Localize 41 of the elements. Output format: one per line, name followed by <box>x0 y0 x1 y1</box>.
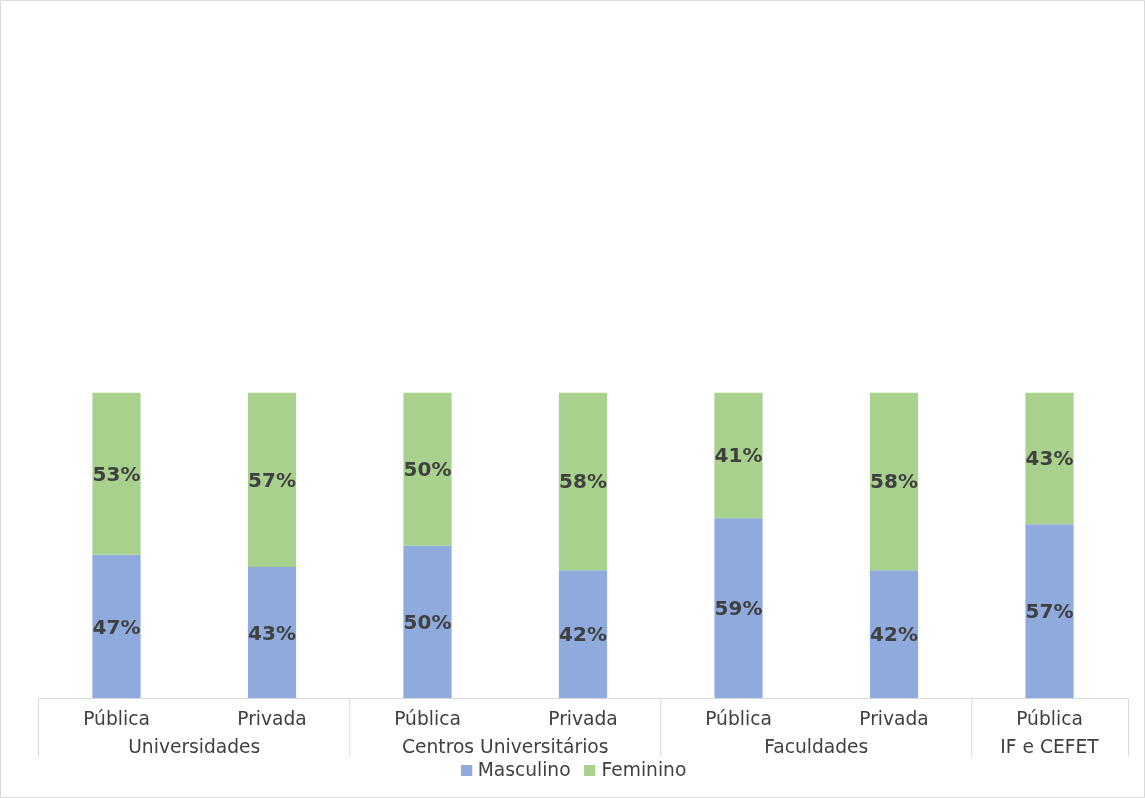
bar <box>247 392 297 568</box>
x-tick-label: Privada <box>548 707 618 729</box>
data-label: 42% <box>559 622 607 647</box>
bar <box>1025 392 1074 525</box>
data-label: 42% <box>870 622 918 647</box>
bar <box>92 392 141 555</box>
data-label: 53% <box>92 461 141 486</box>
data-label: 43% <box>1025 446 1074 471</box>
bar <box>714 518 763 699</box>
bar <box>714 392 763 519</box>
x-tick-label: Privada <box>859 707 929 729</box>
bar <box>247 567 297 699</box>
data-label: 50% <box>403 610 452 635</box>
data-label: 57% <box>1025 599 1074 624</box>
text: Universidades <box>128 736 261 758</box>
text: Centros Universitários <box>402 736 609 758</box>
data-label: 57% <box>248 467 296 492</box>
data-label: 58% <box>559 469 607 494</box>
text: IF e CEFET <box>1000 736 1100 758</box>
x-tick-label: Pública <box>394 707 461 729</box>
bar <box>403 545 452 699</box>
legend-label: Feminino <box>601 759 687 780</box>
data-label: 43% <box>248 620 296 645</box>
bar <box>1025 524 1074 699</box>
data-label: 50% <box>403 457 452 482</box>
bar <box>92 554 141 699</box>
data-label: 58% <box>870 469 918 494</box>
bar <box>869 570 919 699</box>
x-tick-label: Pública <box>1016 707 1083 729</box>
legend-label: Masculino <box>477 759 571 780</box>
bar <box>869 392 919 571</box>
data-label: 59% <box>714 596 763 621</box>
data-label: 47% <box>92 614 141 639</box>
bar <box>558 570 608 699</box>
text: Faculdades <box>764 736 869 758</box>
bar <box>558 392 608 571</box>
data-label: 41% <box>714 443 763 468</box>
x-tick-label: Pública <box>83 707 150 729</box>
x-tick-label: Pública <box>705 707 772 729</box>
x-tick-label: Privada <box>237 707 307 729</box>
bar <box>403 392 452 546</box>
